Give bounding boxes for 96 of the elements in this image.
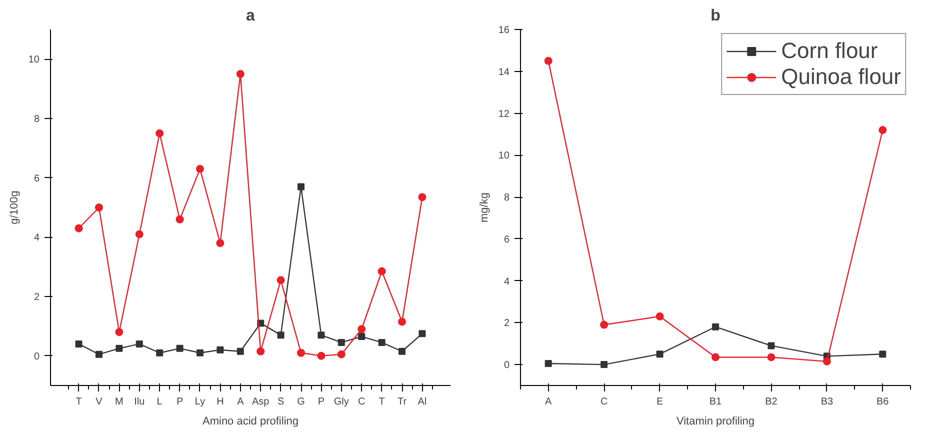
point [297,348,306,357]
x-tick-label: Tr [397,396,408,408]
y-tick-label: 2 [34,292,40,303]
y-tick-label: 6 [34,173,40,184]
x-tick-label: G [297,396,306,408]
point [338,338,345,346]
x-tick-label: V [96,396,103,408]
point [768,342,775,350]
point [398,348,406,355]
y-tick-label: 12 [498,108,510,120]
y-tick-label: 8 [34,114,40,125]
point [298,183,305,190]
x-tick-label: Ilu [134,396,145,408]
point [656,312,664,320]
point [398,318,406,326]
x-axis-title: Amino acid profiling [202,416,299,428]
x-tick-label: B6 [876,396,890,408]
point [74,224,83,232]
point [95,350,102,358]
point [378,338,386,346]
x-tick-label: Gly [334,396,349,408]
x-tick-label: P [176,396,184,408]
point [136,340,143,348]
point [418,193,426,202]
y-tick-label: 6 [504,234,510,246]
point [656,350,664,358]
x-tick-label: P [318,396,325,408]
legend-label: Corn flour [781,38,878,64]
point [115,328,124,336]
point [216,346,224,354]
point [196,164,204,173]
x-tick-label: E [656,396,664,408]
x-tick-label: T [378,396,385,408]
x-tick-label: C [358,396,366,408]
point [135,230,144,238]
point [600,361,608,368]
point [317,352,326,360]
point [544,360,552,368]
x-tick-label: T [76,396,82,408]
point [196,349,204,356]
point [216,239,224,248]
x-tick-label: B1 [709,396,722,408]
x-tick-label: M [115,396,124,408]
x-tick-label: A [237,396,244,408]
chart-title: a [246,8,256,24]
point [544,56,552,65]
point [94,204,103,212]
y-tick-label: 0 [34,351,40,362]
x-tick-label: S [277,396,284,408]
point [878,126,887,134]
y-tick-label: 4 [34,232,40,244]
point [156,129,164,138]
y-axis-title: g/100g [8,190,20,224]
x-tick-label: H [216,396,224,408]
y-tick-label: 10 [28,54,40,66]
y-tick-label: 16 [498,25,510,36]
y-tick-label: 4 [504,276,510,288]
point [236,70,244,78]
point [75,340,82,348]
chart-title: b [710,8,721,24]
x-tick-label: Asp [252,396,270,408]
point [378,267,386,276]
point [276,276,285,284]
point [256,347,265,356]
y-tick-label: 8 [504,192,510,204]
y-axis-title: mg/kg [478,192,490,222]
x-axis-title: Vitamin profiling [676,416,755,428]
x-tick-label: Al [418,396,427,408]
y-tick-label: 0 [504,360,510,372]
y-tick-label: 10 [498,150,510,162]
point [418,330,426,338]
point [176,215,184,224]
point [116,344,123,352]
point [712,353,720,362]
x-tick-label: Ly [194,396,206,408]
point [879,350,886,358]
point [600,320,608,329]
y-tick-label: 14 [498,66,510,78]
point [337,350,346,358]
point [712,323,719,330]
y-tick-label: 2 [504,318,510,330]
x-tick-label: C [600,396,608,408]
point [767,353,776,362]
point [236,348,244,355]
x-tick-label: B2 [765,396,778,408]
point [822,357,831,366]
x-tick-label: L [156,396,163,408]
point [358,325,366,334]
legend-label: Quinoa flour [781,64,901,90]
point [358,333,366,340]
point [318,332,325,339]
x-tick-label: A [545,396,552,408]
point [156,349,164,356]
point [277,332,284,339]
x-tick-label: B3 [820,396,834,408]
point [176,344,184,352]
